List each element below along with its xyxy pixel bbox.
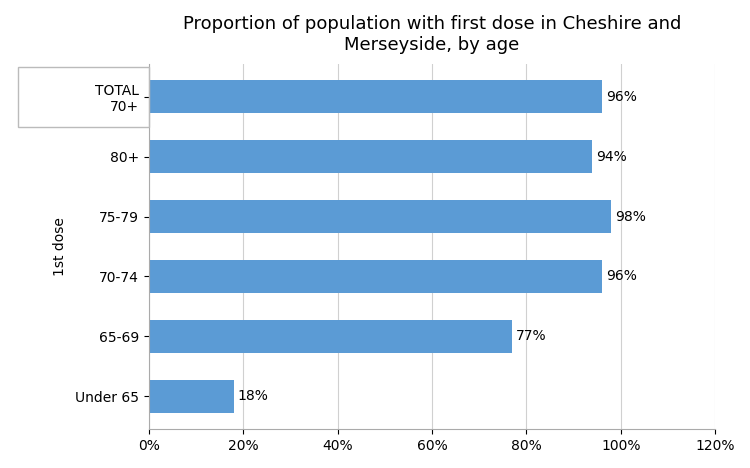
Title: Proportion of population with first dose in Cheshire and
Merseyside, by age: Proportion of population with first dose… bbox=[183, 15, 681, 54]
Text: 96%: 96% bbox=[606, 90, 637, 104]
Bar bbox=[148, 140, 592, 173]
Bar bbox=[148, 80, 602, 113]
Bar bbox=[148, 260, 602, 293]
Text: 77%: 77% bbox=[516, 329, 547, 344]
Bar bbox=[148, 380, 234, 413]
Text: 18%: 18% bbox=[238, 389, 268, 403]
Y-axis label: 1st dose: 1st dose bbox=[53, 217, 67, 276]
Text: 94%: 94% bbox=[596, 150, 627, 164]
Text: 96%: 96% bbox=[606, 270, 637, 284]
Text: 98%: 98% bbox=[615, 210, 646, 224]
Bar bbox=[148, 320, 512, 353]
Bar bbox=[148, 200, 611, 233]
